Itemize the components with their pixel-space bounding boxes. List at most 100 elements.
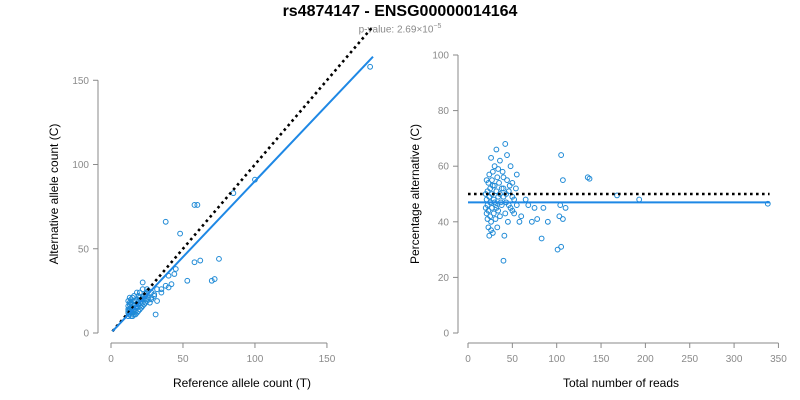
data-point [491,163,498,170]
data-point [162,282,169,289]
data-point [489,168,496,175]
x-tick-label: 150 [593,354,610,365]
data-point [136,306,143,313]
data-point [556,213,563,220]
data-point [558,152,565,158]
data-point [488,218,494,225]
data-point [516,218,523,225]
left-scatter-panel: 0 50 100 150 0 50 100 150 Reference allele count… [47,25,374,390]
data-point [482,205,489,211]
x-tick-label: 0 [465,354,471,365]
data-point [534,216,541,222]
data-point [146,299,153,306]
data-point [493,146,500,153]
x-tick-label: 200 [637,354,654,365]
fit-line [111,55,374,333]
y-tick-label: 150 [72,76,89,87]
x-tick-label: 300 [726,354,743,365]
data-point [486,232,493,239]
data-point [151,293,158,299]
data-point [489,182,496,189]
data-point [128,296,135,303]
data-point [497,213,503,220]
data-point [158,289,165,296]
data-point [501,232,508,239]
data-point [191,259,198,266]
data-point [493,188,500,195]
data-point [367,63,374,70]
y-tick-label: 0 [443,329,449,340]
data-point [558,243,565,250]
subtitle-times: × [416,24,423,36]
data-point [512,185,519,192]
data-point [168,281,175,288]
subtitle-prefix: p-value: [358,24,397,36]
x-tick-label: 100 [548,354,565,365]
data-point [494,224,501,231]
data-point [165,284,172,291]
data-point [484,216,491,222]
data-point [500,174,507,181]
data-point [197,257,204,264]
data-point [139,286,146,293]
data-point [502,141,509,147]
data-point [584,174,591,181]
data-point [154,298,160,304]
data-point [504,152,510,158]
data-point [483,210,490,217]
data-point [134,289,140,296]
subtitle-exponent: −5 [433,23,442,30]
data-point [499,168,506,175]
data-point [495,166,502,172]
y-tick-label: 80 [438,106,450,117]
y-axis-title: Alternative allele count (C) [47,124,61,265]
data-point [134,309,140,316]
data-point [562,205,569,211]
y-tick-label: 0 [83,329,89,340]
data-point [500,185,507,192]
data-point [636,196,643,203]
x-tick-label: 50 [177,354,189,365]
data-point [126,299,133,306]
data-point [488,227,494,234]
data-point [211,276,218,282]
data-point [538,235,545,242]
data-point [560,177,566,184]
data-point [491,182,498,189]
chart-subtitle: p-value: 2.69×10−5 [0,23,800,35]
data-point [172,266,179,272]
x-tick-label: 350 [770,354,787,365]
data-point [177,230,183,237]
data-point [208,277,215,284]
data-point [139,279,146,286]
data-point [194,202,201,208]
data-point [497,157,503,164]
data-point [500,193,507,200]
x-tick-label: 50 [507,354,519,365]
y-tick-label: 60 [438,162,450,173]
data-point [557,202,564,209]
y-tick-label: 50 [78,244,90,255]
data-point [154,286,160,293]
y-tick-label: 20 [438,273,450,284]
data-point [518,213,525,220]
data-point [764,200,771,207]
data-point [506,182,513,189]
data-point [494,174,501,181]
data-point [497,191,503,197]
data-point [531,205,538,211]
data-point [171,271,178,277]
data-point [493,205,500,211]
data-point [489,177,495,184]
data-point [544,218,551,225]
data-point [131,293,137,299]
y-tick-label: 40 [438,217,450,228]
subtitle-mantissa: 2.69 [396,24,417,36]
data-point [129,313,136,320]
data-point [513,171,520,178]
y-tick-label: 100 [72,160,89,171]
data-point [184,277,191,284]
data-point [152,311,159,318]
